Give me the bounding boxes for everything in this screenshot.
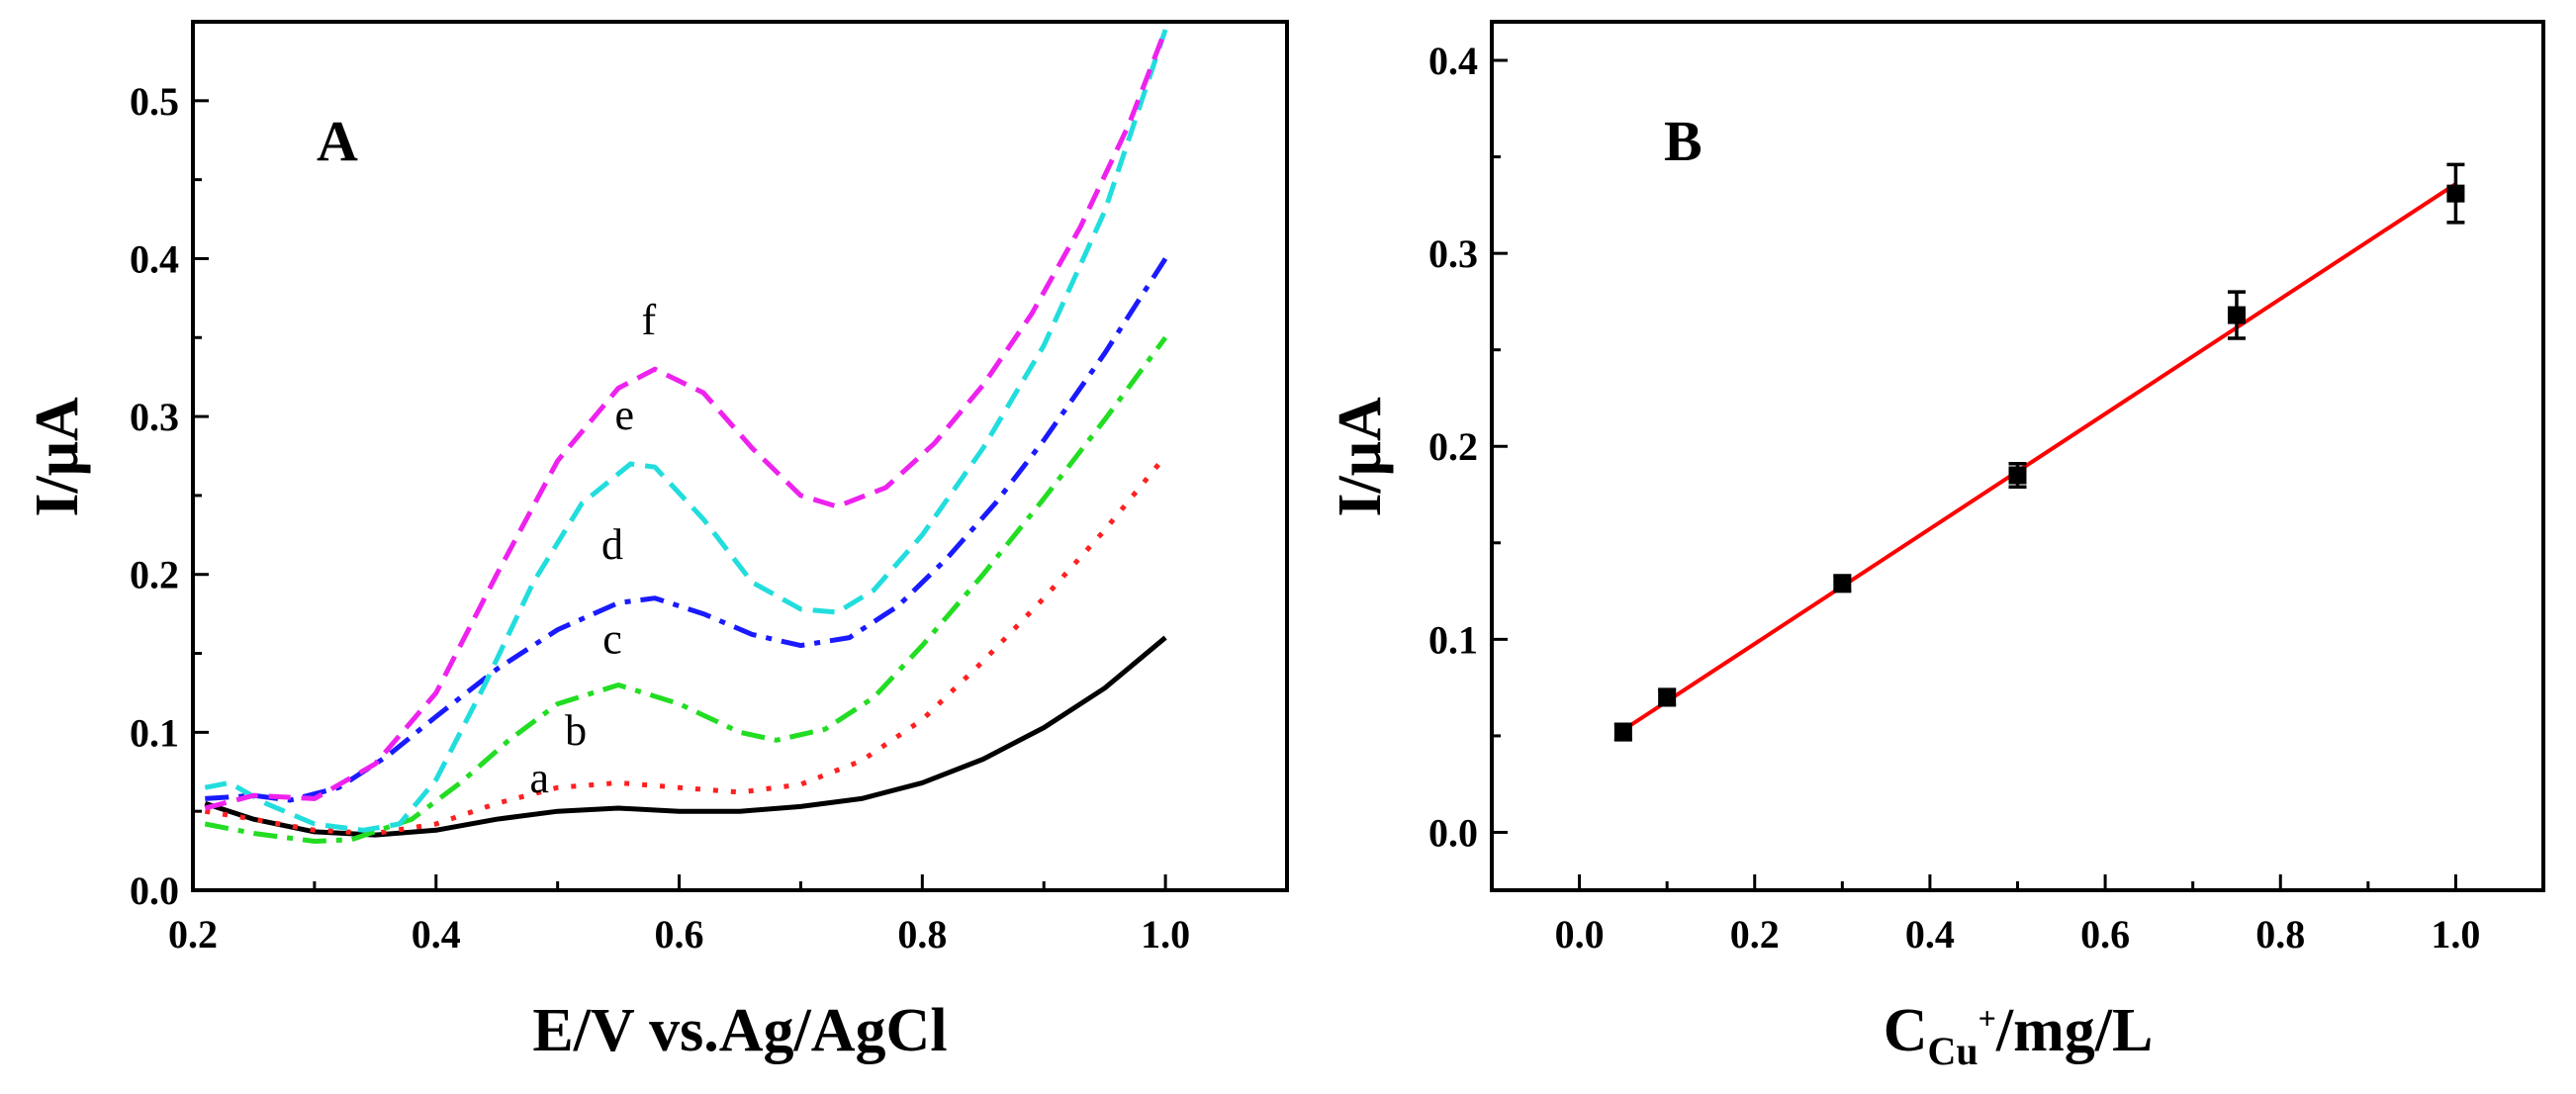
panel-b-x-axis-title-sup: + <box>1978 1000 1996 1036</box>
x-tick-label: 0.8 <box>2255 912 2305 957</box>
panel-b-x-axis-title-main: C <box>1884 997 1928 1064</box>
series-a-label: a <box>529 754 549 802</box>
panel-b-x-axis-title-tail: /mg/L <box>1995 997 2153 1064</box>
panel-a-y-axis-title: I/μA <box>24 397 91 517</box>
series-e-line <box>204 29 1168 833</box>
y-tick-label: 0.3 <box>1428 231 1478 276</box>
data-point <box>1658 687 1677 706</box>
panel-b-points <box>1613 162 2465 742</box>
x-tick-label: 0.8 <box>897 912 947 957</box>
x-tick-label: 1.0 <box>2431 912 2480 957</box>
y-tick-label: 0.0 <box>1428 810 1478 855</box>
x-tick-label: 1.0 <box>1141 912 1190 957</box>
linear-fit-line <box>1621 182 2457 732</box>
panel-b: B 0.0 0.2 0.4 0.6 0.8 1.0 0.0 0.1 0.2 0.3 0.4 CCu+… <box>1327 20 2545 1073</box>
panel-b-x-axis-title: CCu+/mg/L <box>1884 997 2154 1073</box>
panel-b-y-axis-title: I/μA <box>1327 397 1394 517</box>
series-b-label: b <box>565 706 587 755</box>
y-tick-label: 0.2 <box>1428 424 1478 469</box>
y-tick-label: 0.4 <box>1428 39 1478 83</box>
panel-a-label: A <box>317 109 358 173</box>
x-tick-label: 0.4 <box>412 912 461 957</box>
x-tick-label: 0.4 <box>1905 912 1955 957</box>
x-tick-label: 0.6 <box>2080 912 2130 957</box>
data-point <box>2008 466 2027 485</box>
series-c-line <box>204 335 1168 844</box>
y-tick-label: 0.1 <box>1428 617 1478 662</box>
data-point <box>1613 723 1632 742</box>
y-tick-label: 0.1 <box>130 710 179 755</box>
series-b-line <box>204 454 1168 836</box>
series-d-label: d <box>601 520 623 569</box>
y-tick-label: 0.2 <box>130 553 179 597</box>
y-tick-label: 0.5 <box>130 79 179 124</box>
panel-a-ticks: 0.2 0.4 0.6 0.8 1.0 0.0 0.1 0.2 0.3 0.4 0.5 <box>130 79 1190 957</box>
panel-b-fit <box>1621 182 2457 732</box>
panel-b-label: B <box>1664 109 1702 173</box>
series-f-label: f <box>642 296 657 344</box>
x-tick-label: 0.2 <box>168 912 218 957</box>
panel-b-axes-frame <box>1490 20 2545 892</box>
panel-a-curves <box>204 29 1168 844</box>
panel-a-x-axis-title: E/V vs.Ag/AgCl <box>532 997 947 1064</box>
series-d-line <box>205 257 1168 803</box>
data-point <box>2446 184 2465 203</box>
series-e-label: e <box>614 391 634 439</box>
series-a-line <box>204 635 1167 838</box>
series-f-line <box>204 29 1168 811</box>
x-tick-label: 0.2 <box>1730 912 1780 957</box>
data-point <box>1833 574 1852 593</box>
panel-b-ticks: 0.0 0.2 0.4 0.6 0.8 1.0 0.0 0.1 0.2 0.3 0.4 <box>1428 39 2480 957</box>
panel-b-x-axis-title-sub: Cu <box>1927 1029 1978 1073</box>
y-tick-label: 0.0 <box>130 868 179 913</box>
y-tick-label: 0.4 <box>130 236 179 281</box>
x-tick-label: 0.0 <box>1555 912 1605 957</box>
y-tick-label: 0.3 <box>130 395 179 439</box>
series-c-label: c <box>602 615 622 664</box>
x-tick-label: 0.6 <box>655 912 704 957</box>
panel-a-axes-frame <box>191 20 1289 892</box>
data-point <box>2227 306 2246 324</box>
